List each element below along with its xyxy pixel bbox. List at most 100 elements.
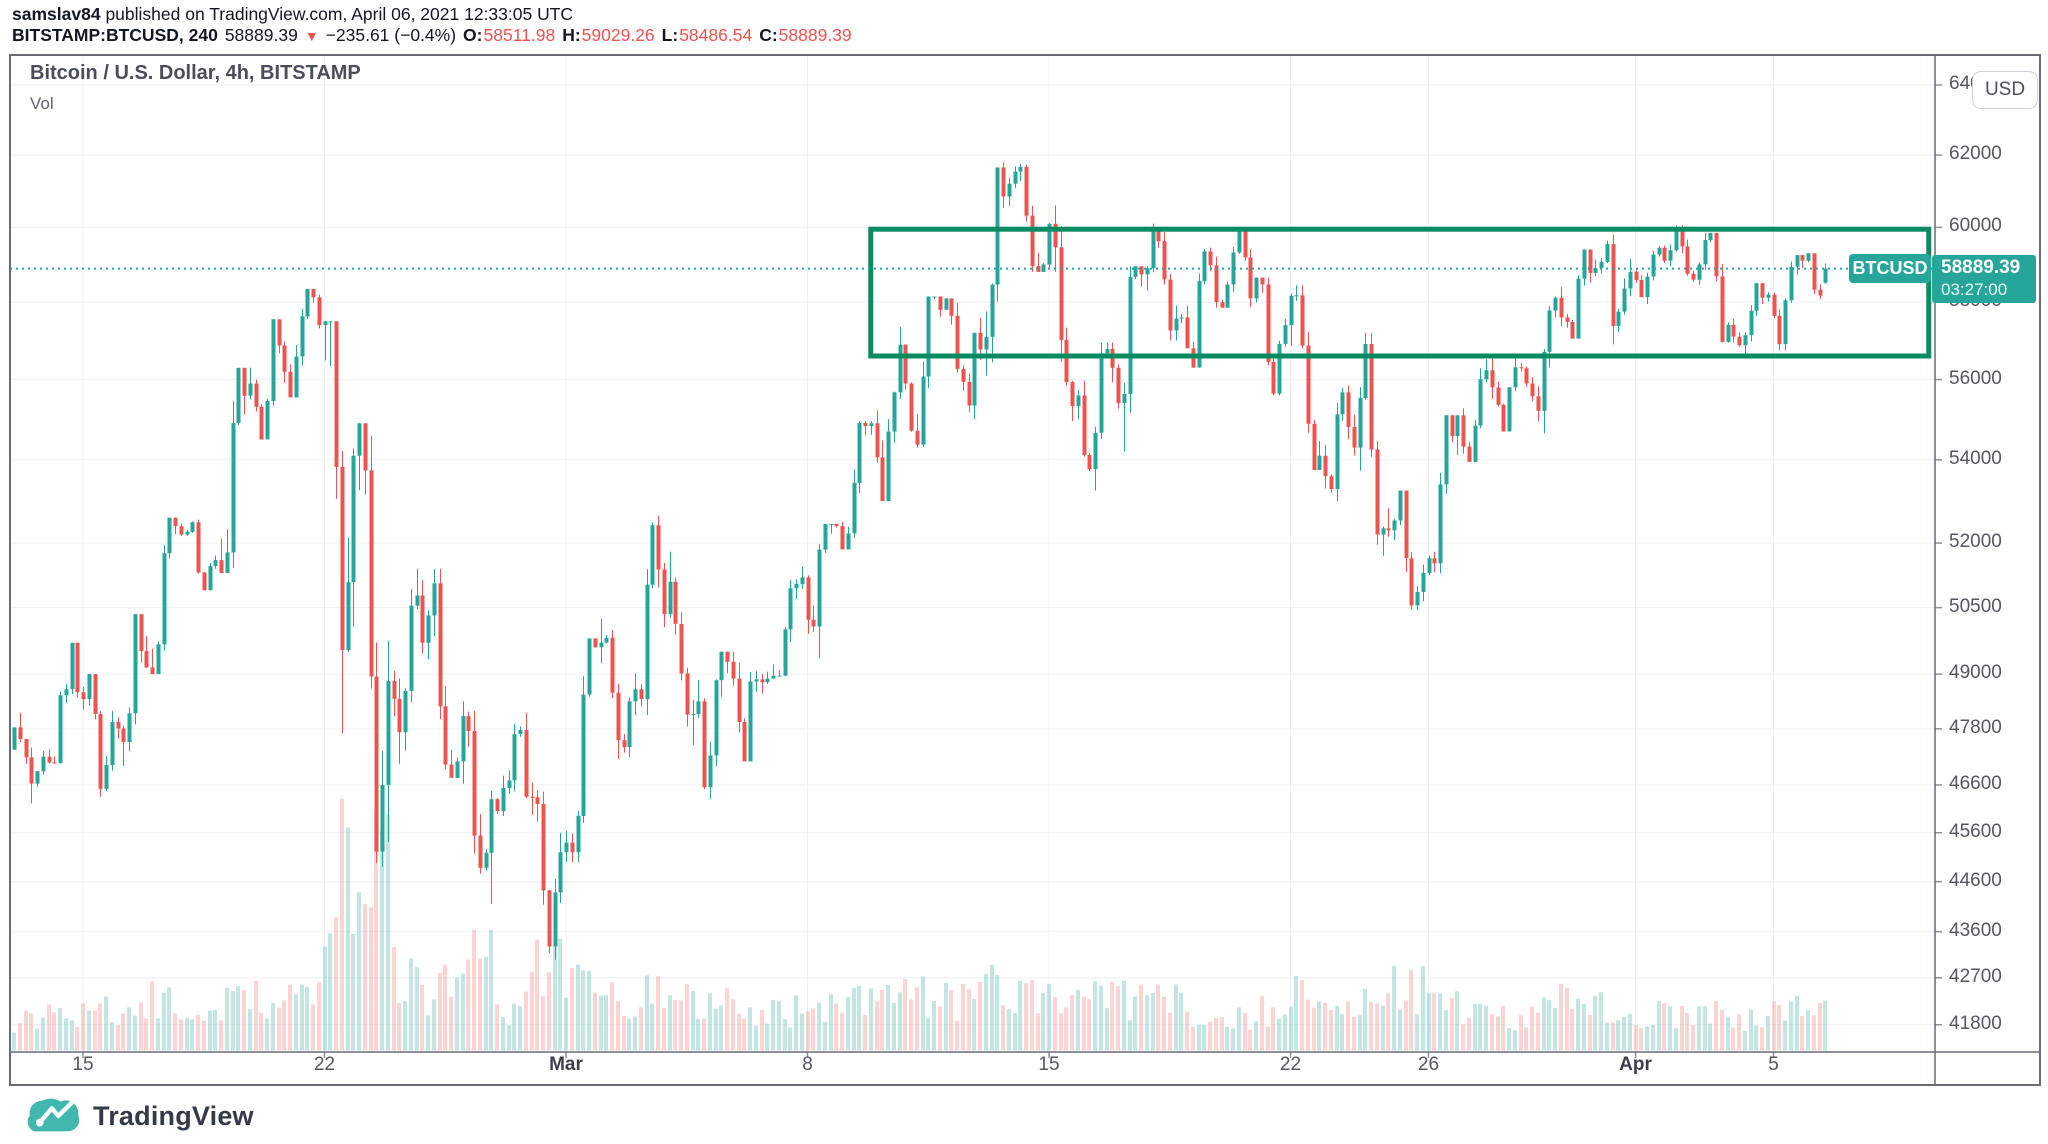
volume-bar xyxy=(1444,1010,1448,1051)
candle-up xyxy=(1795,255,1800,267)
volume-bar xyxy=(1248,1029,1252,1051)
volume-bar xyxy=(668,995,672,1051)
candle-up xyxy=(1513,367,1518,388)
volume-bar xyxy=(1634,1025,1638,1051)
volume-bar xyxy=(714,1008,718,1051)
volume-bar xyxy=(1231,1028,1235,1051)
volume-bar xyxy=(967,989,971,1051)
candle-up xyxy=(783,629,788,676)
price-axis[interactable]: 6400062000600005800056000540005200050500… xyxy=(1935,55,2045,1052)
volume-bar xyxy=(81,1003,85,1051)
candle-up xyxy=(1754,283,1759,311)
author-name: samslav84 xyxy=(12,4,101,24)
candle-down xyxy=(1639,280,1644,298)
volume-bar xyxy=(1001,1005,1005,1051)
candle-up xyxy=(696,701,701,715)
candle-up xyxy=(1444,415,1449,485)
candle-down xyxy=(1570,321,1575,339)
candle-down xyxy=(1409,558,1414,606)
volume-bar xyxy=(403,1000,407,1051)
bar-countdown: 03:27:00 xyxy=(1941,279,2008,299)
time-tick-label: 15 xyxy=(1038,1054,1060,1075)
candle-down xyxy=(622,740,627,748)
tradingview-watermark[interactable]: TradingView xyxy=(26,1094,254,1138)
currency-toggle-button[interactable]: USD xyxy=(1972,71,2038,109)
candle-down xyxy=(116,721,121,729)
volume-bar xyxy=(259,1012,263,1051)
volume-bar xyxy=(282,1000,286,1051)
candle-up xyxy=(1478,379,1483,426)
candle-up xyxy=(1335,414,1340,490)
candle-up xyxy=(1225,284,1230,308)
chart-legend: Bitcoin / U.S. Dollar, 4h, BITSTAMP Vol xyxy=(30,62,361,114)
candle-down xyxy=(524,730,529,797)
candle-down xyxy=(1432,558,1437,564)
candle-down xyxy=(443,706,448,765)
candle-up xyxy=(1708,232,1713,241)
volume-bar xyxy=(374,811,378,1051)
volume-bar xyxy=(961,984,965,1051)
volume-bar xyxy=(1116,986,1120,1051)
candle-up xyxy=(708,755,713,788)
candle-up xyxy=(305,288,310,317)
candle-up xyxy=(1484,370,1489,380)
candle-down xyxy=(1685,246,1690,274)
volume-bar xyxy=(1662,1003,1666,1051)
candle-up xyxy=(788,588,793,630)
volume-bar xyxy=(231,991,235,1051)
volume-bar xyxy=(570,968,574,1051)
volume-bar xyxy=(1087,999,1091,1051)
candle-up xyxy=(455,761,460,778)
volume-bar xyxy=(518,1005,522,1051)
candle-up xyxy=(357,423,362,456)
candle-up xyxy=(1294,295,1299,297)
volume-bar xyxy=(915,987,919,1051)
volume-bar xyxy=(708,993,712,1051)
volume-bar xyxy=(696,1018,700,1051)
volume-bar xyxy=(1536,1012,1540,1051)
candle-up xyxy=(829,524,834,525)
candle-up xyxy=(627,701,632,747)
volume-bar xyxy=(1312,1007,1316,1051)
volume-bar xyxy=(127,1007,131,1051)
candle-down xyxy=(139,614,144,652)
candle-up xyxy=(167,517,172,554)
candle-down xyxy=(1731,324,1736,337)
volume-bar xyxy=(1386,993,1390,1051)
candle-down xyxy=(1386,528,1391,531)
candle-up xyxy=(1289,295,1294,326)
volume-bar xyxy=(1024,983,1028,1051)
candle-down xyxy=(961,369,966,382)
volume-bar xyxy=(1329,1010,1333,1051)
candle-up xyxy=(1018,166,1023,172)
candle-down xyxy=(1139,266,1144,275)
volume-bar xyxy=(1593,996,1597,1051)
volume-bar xyxy=(185,1017,189,1051)
volume-bar xyxy=(1064,1007,1068,1051)
volume-bar xyxy=(1599,992,1603,1051)
volume-bar xyxy=(167,987,171,1051)
volume-bar xyxy=(524,991,528,1051)
candle-down xyxy=(1450,415,1455,437)
candle-up xyxy=(1237,231,1242,253)
volume-bar xyxy=(1691,1024,1695,1051)
candle-up xyxy=(409,605,414,691)
volume-bar xyxy=(541,996,545,1051)
candle-up xyxy=(800,577,805,585)
candle-up xyxy=(1392,520,1397,531)
symbol-price-flag[interactable]: BTCUSD xyxy=(1849,254,1931,284)
time-axis[interactable]: 15 22 Mar 8 15 22 26 Apr 5 xyxy=(0,1054,2040,1084)
candle-down xyxy=(259,406,264,440)
volume-bar xyxy=(415,967,419,1051)
volume-bar xyxy=(777,1001,781,1051)
volume-bar xyxy=(869,988,873,1051)
candle-up xyxy=(1105,348,1110,354)
volume-bar xyxy=(35,1028,39,1051)
candle-down xyxy=(374,676,379,852)
volume-bar xyxy=(593,992,597,1051)
candle-up xyxy=(719,651,724,681)
volume-bar xyxy=(1812,1015,1816,1051)
rectangle-drawing[interactable] xyxy=(868,226,1932,359)
candle-up xyxy=(35,771,40,784)
